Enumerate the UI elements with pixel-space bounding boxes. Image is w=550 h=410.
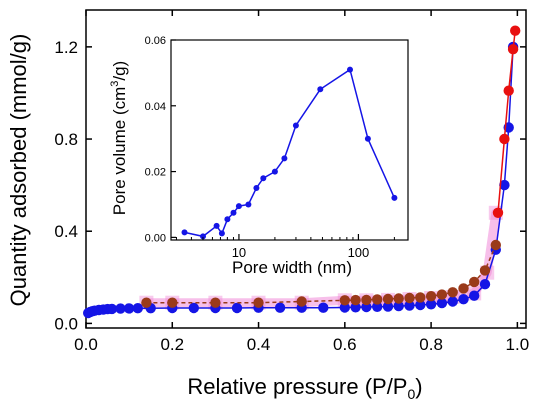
main-series-2-point-17 [469, 276, 480, 288]
inset-series-0-point-2 [213, 222, 220, 229]
main-series-3-point-1 [499, 133, 510, 145]
main-series-1-point-33 [479, 279, 491, 290]
main-x-tick-label-2: 0.4 [247, 335, 271, 354]
main-series-2-point-16 [458, 283, 469, 294]
main-series-2-point-12 [415, 292, 426, 303]
main-series-1-point-21 [350, 302, 361, 313]
inset-series-0-point-14 [347, 66, 353, 73]
main-x-ticks: 0.0 0.2 0.4 0.6 0.8 1.0 [74, 10, 529, 354]
inset-series-0-point-3 [218, 230, 225, 237]
main-series-1-point-25 [393, 300, 404, 312]
main-series-1-point-32 [469, 290, 480, 301]
main-series-1-point-7 [106, 303, 118, 315]
inset-series-0-point-5 [230, 209, 237, 216]
main-x-tick-label-5: 1.0 [506, 335, 530, 354]
main-series-3-point-0 [492, 207, 504, 218]
main-y-tick-label-3: 1.2 [54, 38, 78, 57]
main-series-1-point-27 [415, 299, 426, 311]
inset-y-tick-label-3: 0.06 [145, 35, 166, 47]
main-series-3-point-2 [503, 85, 514, 96]
inset-series-0-point-11 [281, 155, 288, 162]
main-series-1-point-10 [132, 303, 143, 314]
inset-y-axis-label: Pore volume (cm3/g) [109, 61, 129, 215]
main-series-1-point-13 [188, 302, 199, 314]
main-x-tick-label-3: 0.6 [333, 335, 357, 354]
inset-y-tick-label-2: 0.04 [145, 101, 166, 113]
main-series-1-point-23 [372, 301, 383, 312]
main-series-2-point-6 [350, 294, 361, 306]
main-series-2-point-4 [296, 296, 307, 307]
main-series-3-point-4 [510, 25, 521, 36]
main-series-1-point-31 [458, 294, 469, 305]
inset-chart: 10 100 0.00 0.02 0.04 0.06 Pore width (nm) P… [109, 35, 409, 277]
inset-y-ticks: 0.00 0.02 0.04 0.06 [145, 35, 176, 244]
main-x-tick-label-1: 0.2 [160, 335, 184, 354]
main-series-2-point-19 [490, 239, 501, 251]
main-series-2-point-9 [382, 293, 394, 305]
inset-series-group [181, 66, 398, 240]
main-series-2-point-18 [479, 265, 491, 276]
main-y-tick-label-2: 0.8 [54, 130, 78, 149]
main-series-2-point-1 [167, 297, 178, 308]
main-series-2-point-5 [339, 295, 350, 306]
main-series-3-point-3 [507, 44, 519, 55]
main-series-1-point-20 [339, 302, 350, 313]
main-series-1-point-26 [404, 300, 415, 311]
main-series-2-point-2 [210, 297, 221, 308]
main-series-1-point-35 [499, 179, 510, 191]
main-series-1-point-15 [231, 302, 243, 314]
inset-series-0-point-4 [224, 216, 231, 223]
inset-y-tick-label-1: 0.02 [145, 167, 166, 179]
main-series-1-point-24 [382, 301, 394, 312]
main-series-1-point-9 [123, 303, 135, 314]
main-series-2-point-8 [372, 294, 383, 305]
inset-series-0-point-16 [391, 194, 398, 201]
main-series-2-point-14 [436, 289, 448, 300]
inset-series-0-point-1 [200, 233, 206, 240]
main-series-1-point-19 [318, 302, 329, 313]
main-series-1-point-8 [115, 303, 126, 314]
main-y-axis-label: Quantity adsorbed (mmol/g) [6, 34, 31, 307]
main-series-2-point-7 [361, 294, 372, 306]
main-series-2-point-3 [253, 297, 264, 308]
inset-series-0-point-15 [364, 135, 371, 142]
main-y-tick-label-0: 0.0 [54, 314, 78, 333]
main-x-tick-label-4: 0.8 [419, 335, 443, 354]
inset-series-0-point-7 [245, 201, 252, 208]
inset-series-0-point-0 [181, 229, 188, 236]
inset-series-0-point-8 [253, 185, 260, 191]
main-series-1-point-29 [436, 297, 448, 309]
inset-plot-frame [170, 39, 409, 241]
inset-y-tick-label-0: 0.00 [145, 232, 166, 244]
main-series-2-point-13 [425, 291, 437, 302]
main-series-1-point-28 [425, 299, 437, 310]
inset-series-0-point-13 [317, 86, 324, 93]
main-series-2-point-10 [393, 293, 404, 304]
main-y-ticks: 0.0 0.4 0.8 1.2 [54, 38, 526, 333]
main-series-2-point-15 [447, 287, 458, 298]
inset-x-tick-label-0: 10 [232, 245, 246, 260]
inset-series-0-point-10 [271, 168, 278, 175]
main-series-2-point-0 [141, 297, 152, 308]
main-series-1-point-30 [447, 296, 458, 307]
inset-x-axis-label: Pore width (nm) [232, 258, 352, 277]
inset-x-ticks: 10 100 [175, 234, 395, 260]
main-x-tick-label-0: 0.0 [74, 335, 98, 354]
main-series-2-point-11 [404, 292, 415, 304]
main-y-tick-label-1: 0.4 [54, 222, 78, 241]
inset-series-0-point-9 [260, 175, 267, 182]
inset-series-0-point-12 [292, 122, 299, 129]
main-series-group [83, 25, 521, 319]
inset-series-0-point-6 [235, 203, 242, 210]
inset-x-tick-label-1: 100 [348, 245, 370, 260]
main-series-1-point-17 [274, 302, 286, 313]
main-x-axis-label: Relative pressure (P/P0) [187, 374, 422, 402]
